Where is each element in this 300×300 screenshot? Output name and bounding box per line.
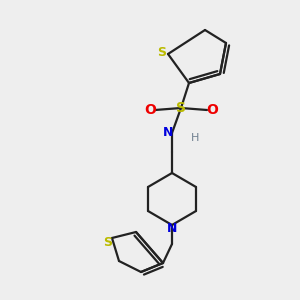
Text: S: S (176, 101, 186, 115)
Text: N: N (167, 223, 177, 236)
Text: H: H (191, 133, 199, 143)
Text: O: O (206, 103, 218, 117)
Text: S: S (103, 236, 112, 248)
Text: S: S (158, 46, 166, 59)
Text: N: N (163, 127, 173, 140)
Text: O: O (144, 103, 156, 117)
